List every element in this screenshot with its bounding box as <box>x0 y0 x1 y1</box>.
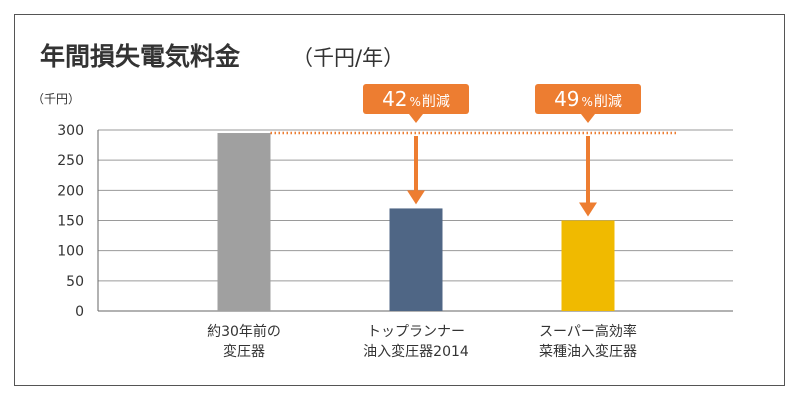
reduction-callout-1: 42 %削減 <box>363 84 469 123</box>
callout-text: 49 %削減 <box>554 87 622 111</box>
bar-2 <box>389 208 443 311</box>
reduction-arrow-head <box>407 190 425 205</box>
callout-label: 削減 <box>594 93 622 110</box>
reduction-arrow-head <box>579 202 597 217</box>
callout-percent-sign: % <box>582 95 593 109</box>
y-tick-label: 300 <box>57 123 84 139</box>
category-label: 変圧器 <box>223 343 265 360</box>
reduction-callouts: 42 %削減 49 %削減 <box>363 84 641 123</box>
y-unit-label: （千円） <box>32 92 80 106</box>
chart-frame <box>14 14 785 386</box>
callout-percent-sign: % <box>410 95 421 109</box>
callout-text: 42 %削減 <box>382 87 450 111</box>
y-tick-label: 250 <box>57 153 84 169</box>
category-label: スーパー高効率 <box>539 323 637 340</box>
y-tick-label: 50 <box>66 274 84 290</box>
chart-title: 年間損失電気料金 <box>40 42 241 71</box>
callout-percent-value: 49 <box>554 87 579 111</box>
bar-3 <box>561 220 615 311</box>
callout-box <box>363 84 469 114</box>
callout-box <box>535 84 641 114</box>
y-tick-labels: 0 50 100 150 200 250 300 <box>57 123 84 320</box>
y-tick-label: 0 <box>75 304 84 320</box>
category-label: 約30年前の <box>207 323 281 340</box>
callout-pointer <box>409 114 423 123</box>
callout-label: 削減 <box>422 93 450 110</box>
reduction-arrows <box>407 136 597 217</box>
bar-1 <box>217 133 271 311</box>
category-label: 菜種油入変圧器 <box>539 343 637 360</box>
callout-percent-value: 42 <box>382 87 407 111</box>
category-label: 油入変圧器2014 <box>363 343 469 360</box>
callout-pointer <box>581 114 595 123</box>
y-tick-label: 150 <box>57 214 84 230</box>
reduction-callout-2: 49 %削減 <box>535 84 641 123</box>
y-tick-label: 100 <box>57 244 84 260</box>
bars <box>217 133 615 311</box>
chart-title-unit: （千円/年） <box>292 46 404 70</box>
y-tick-label: 200 <box>57 183 84 199</box>
category-label: トップランナー <box>367 324 465 340</box>
